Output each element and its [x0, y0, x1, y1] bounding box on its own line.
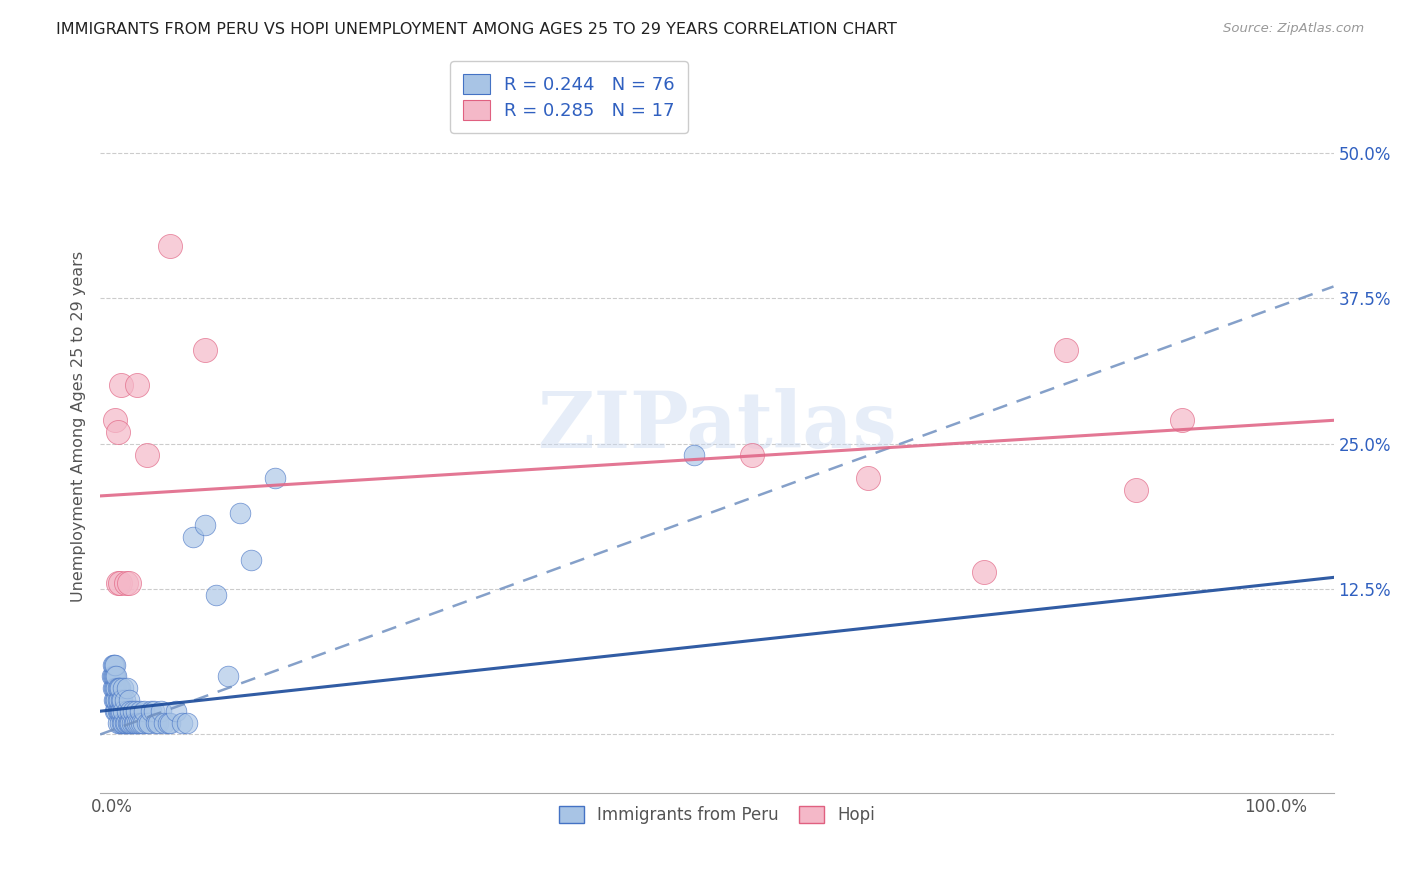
Point [112, 704, 135, 718]
Y-axis label: Unemployment Among Ages 25 to 29 years: Unemployment Among Ages 25 to 29 years [72, 251, 86, 602]
Point [138, 715, 160, 730]
Point [101, 681, 124, 695]
Point [104, 669, 127, 683]
Point [107, 576, 129, 591]
Point [103, 669, 125, 683]
Point [205, 588, 228, 602]
Point [117, 715, 139, 730]
Point [229, 507, 252, 521]
Point [682, 448, 704, 462]
Point [141, 704, 163, 718]
Point [135, 715, 157, 730]
Point [104, 657, 127, 672]
Point [170, 715, 193, 730]
Point [127, 378, 149, 392]
Point [107, 715, 129, 730]
Point [217, 669, 239, 683]
Point [101, 669, 124, 683]
Point [105, 704, 128, 718]
Text: Source: ZipAtlas.com: Source: ZipAtlas.com [1223, 22, 1364, 36]
Point [181, 530, 204, 544]
Point [114, 715, 136, 730]
Point [108, 704, 131, 718]
Legend: Immigrants from Peru, Hopi: Immigrants from Peru, Hopi [547, 794, 887, 836]
Point [134, 704, 156, 718]
Point [107, 704, 129, 718]
Point [115, 681, 138, 695]
Point [114, 715, 136, 730]
Point [194, 518, 217, 533]
Point [741, 448, 763, 462]
Point [104, 413, 127, 427]
Point [105, 669, 128, 683]
Point [103, 657, 125, 672]
Point [110, 378, 132, 392]
Point [104, 704, 127, 718]
Point [263, 471, 285, 485]
Point [107, 681, 129, 695]
Point [111, 715, 134, 730]
Point [105, 692, 128, 706]
Point [111, 692, 134, 706]
Point [149, 704, 172, 718]
Point [107, 692, 129, 706]
Point [115, 704, 138, 718]
Point [112, 681, 135, 695]
Point [108, 576, 131, 591]
Point [240, 553, 263, 567]
Point [105, 681, 128, 695]
Point [973, 565, 995, 579]
Point [103, 681, 125, 695]
Point [121, 715, 143, 730]
Point [103, 692, 125, 706]
Point [125, 704, 148, 718]
Point [1125, 483, 1147, 497]
Point [118, 715, 141, 730]
Point [110, 704, 132, 718]
Point [148, 715, 170, 730]
Point [127, 715, 149, 730]
Text: IMMIGRANTS FROM PERU VS HOPI UNEMPLOYMENT AMONG AGES 25 TO 29 YEARS CORRELATION : IMMIGRANTS FROM PERU VS HOPI UNEMPLOYMEN… [56, 22, 897, 37]
Point [856, 471, 879, 485]
Point [118, 692, 141, 706]
Point [108, 715, 131, 730]
Point [107, 425, 129, 439]
Point [104, 692, 127, 706]
Point [128, 715, 150, 730]
Point [132, 715, 155, 730]
Point [1171, 413, 1194, 427]
Point [176, 715, 198, 730]
Point [128, 704, 150, 718]
Point [165, 704, 187, 718]
Point [104, 681, 127, 695]
Point [145, 715, 167, 730]
Point [114, 576, 136, 591]
Point [1054, 343, 1077, 358]
Point [107, 704, 129, 718]
Point [107, 681, 129, 695]
Point [121, 704, 143, 718]
Point [159, 239, 181, 253]
Point [120, 715, 142, 730]
Point [107, 692, 129, 706]
Text: ZIPatlas: ZIPatlas [537, 388, 897, 464]
Point [112, 715, 135, 730]
Point [129, 715, 152, 730]
Point [142, 704, 165, 718]
Point [120, 704, 142, 718]
Point [159, 715, 181, 730]
Point [110, 692, 132, 706]
Point [118, 576, 141, 591]
Point [153, 715, 176, 730]
Point [194, 343, 217, 358]
Point [100, 669, 122, 683]
Point [135, 448, 157, 462]
Point [122, 715, 145, 730]
Point [108, 681, 131, 695]
Point [124, 715, 146, 730]
Point [156, 715, 179, 730]
Point [101, 657, 124, 672]
Point [114, 692, 136, 706]
